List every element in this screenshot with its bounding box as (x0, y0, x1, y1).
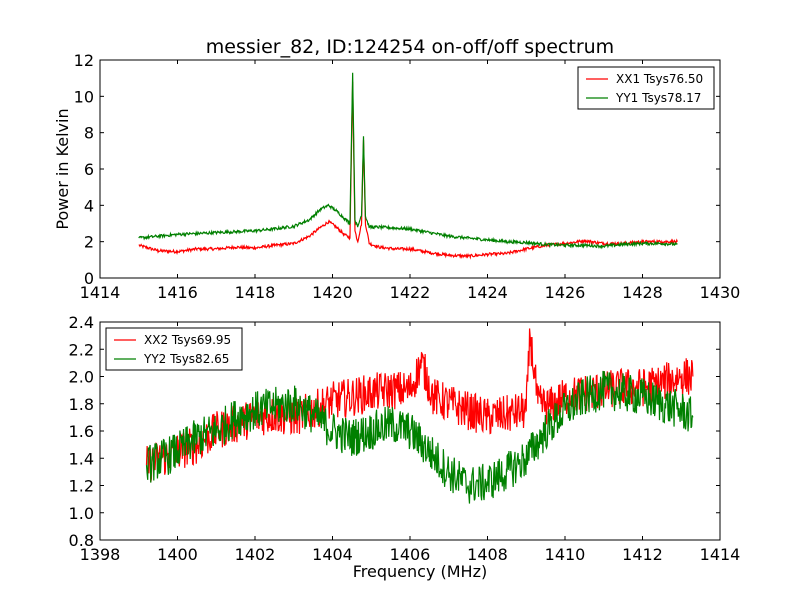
x-tick-label: 1430 (700, 283, 741, 302)
bottom-panel: 1398 1400 1402 1404 1406 1408 1410 1412 1414 0.8 1… (69, 313, 741, 581)
series-line-red (138, 81, 678, 260)
y-tick-label: 0.8 (69, 531, 94, 550)
legend-label: YY2 Tsys82.65 (143, 352, 229, 366)
series-line-green (138, 72, 678, 250)
legend: XX2 Tsys69.95 YY2 Tsys82.65 (105, 327, 243, 371)
x-tick-label: 1428 (622, 283, 663, 302)
top-panel: 1414 1416 1418 1420 1422 1424 1426 1428 1430 0 2 4 6… (53, 51, 740, 302)
series-line-green (145, 370, 694, 504)
y-tick-label: 2.4 (69, 313, 94, 332)
y-tick-label: 0 (84, 269, 94, 288)
series-group (138, 72, 678, 260)
x-tick-label: 1418 (235, 283, 276, 302)
y-axis-label: Power in Kelvin (53, 108, 72, 229)
x-tick-label: 1412 (622, 545, 663, 564)
x-tick-label: 1424 (467, 283, 508, 302)
y-tick-label: 6 (84, 160, 94, 179)
x-tick-label: 1402 (235, 545, 276, 564)
x-tick-label: 1420 (312, 283, 353, 302)
y-tick-label: 1.6 (69, 422, 94, 441)
x-tick-label: 1404 (312, 545, 353, 564)
x-tick-label: 1422 (390, 283, 431, 302)
legend: XX1 Tsys76.50 YY1 Tsys78.17 (577, 66, 715, 110)
y-tick-label: 1.8 (69, 395, 94, 414)
chart-title: messier_82, ID:124254 on-off/off spectru… (206, 36, 614, 58)
legend-box (105, 327, 243, 371)
y-tick-label: 4 (84, 196, 94, 215)
x-axis-label: Frequency (MHz) (353, 562, 487, 581)
legend-label: XX2 Tsys69.95 (144, 333, 231, 347)
x-tick-label: 1406 (390, 545, 431, 564)
x-tick-label: 1416 (157, 283, 198, 302)
x-tick-label: 1414 (80, 283, 121, 302)
x-tick-label: 1410 (545, 545, 586, 564)
x-tick-label: 1426 (545, 283, 586, 302)
x-tick-label: 1408 (467, 545, 508, 564)
y-tick-label: 10 (74, 87, 94, 106)
y-tick-label: 1.2 (69, 477, 94, 496)
legend-box (577, 66, 715, 110)
y-tick-label: 1.4 (69, 449, 94, 468)
y-tick-label: 2.0 (69, 368, 94, 387)
y-tick-label: 8 (84, 124, 94, 143)
x-tick-label: 1398 (80, 545, 121, 564)
y-tick-label: 1.0 (69, 504, 94, 523)
series-group (145, 328, 694, 504)
y-tick-label: 12 (74, 51, 94, 70)
y-tick-label: 2 (84, 233, 94, 252)
y-tick-label: 2.2 (69, 340, 94, 359)
legend-label: YY1 Tsys78.17 (615, 91, 701, 105)
x-tick-label: 1414 (700, 545, 741, 564)
legend-label: XX1 Tsys76.50 (616, 72, 703, 86)
x-tick-label: 1400 (157, 545, 198, 564)
